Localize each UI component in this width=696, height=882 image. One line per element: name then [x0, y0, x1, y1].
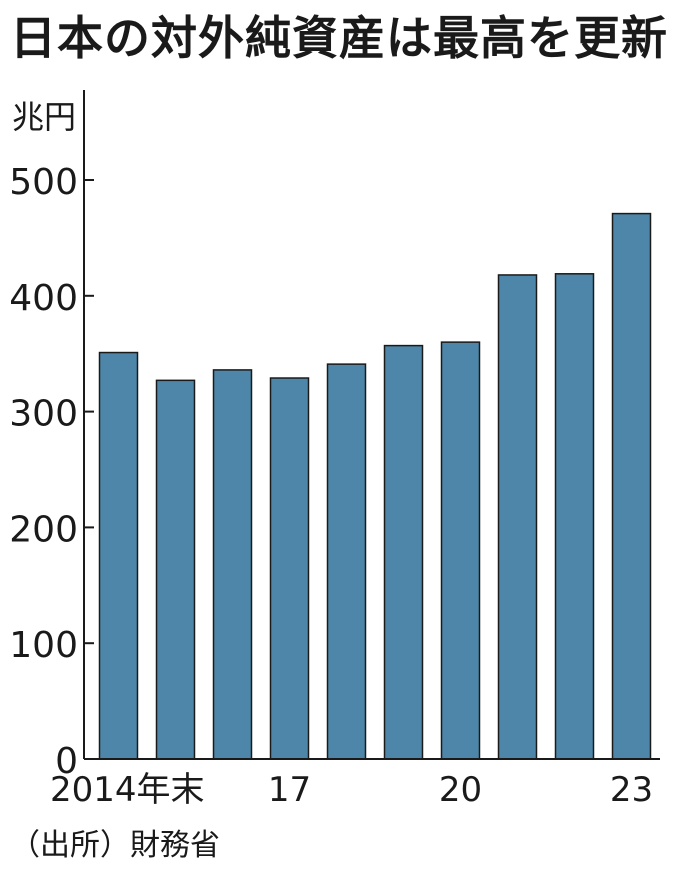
x-axis-ticks: 2014年末 17 20 23 [50, 770, 653, 810]
x-tick-label: 2014年末 [50, 770, 205, 810]
bar-20 [440, 341, 481, 760]
bar-23 [611, 212, 652, 760]
x-tick-label: 17 [268, 770, 311, 810]
x-tick-label: 20 [439, 770, 482, 810]
y-tick-label: 0 [55, 741, 78, 782]
y-axis-ticks: 0 100 200 300 400 500 [9, 162, 94, 782]
bar-19 [383, 344, 424, 760]
y-tick-label: 500 [9, 162, 78, 203]
bar-chart: 兆円 0 100 200 300 400 500 2014年末 17 20 23 [9, 90, 660, 810]
bar-18 [326, 363, 367, 760]
bar-21 [497, 274, 538, 760]
bar-16 [212, 369, 253, 760]
y-axis-unit: 兆円 [12, 98, 76, 136]
x-tick-label: 23 [610, 770, 653, 810]
source-note: （出所）財務省 [10, 828, 220, 863]
y-tick-label: 300 [9, 394, 78, 435]
bar-22 [554, 273, 595, 760]
y-tick-label: 100 [9, 625, 78, 666]
bar-2014年末 [98, 351, 139, 760]
bar-17 [269, 377, 310, 760]
y-tick-label: 400 [9, 278, 78, 319]
y-tick-label: 200 [9, 509, 78, 550]
bar-15 [155, 379, 196, 760]
chart-title: 日本の対外純資産は最高を更新 [10, 11, 668, 65]
bars [98, 212, 652, 760]
